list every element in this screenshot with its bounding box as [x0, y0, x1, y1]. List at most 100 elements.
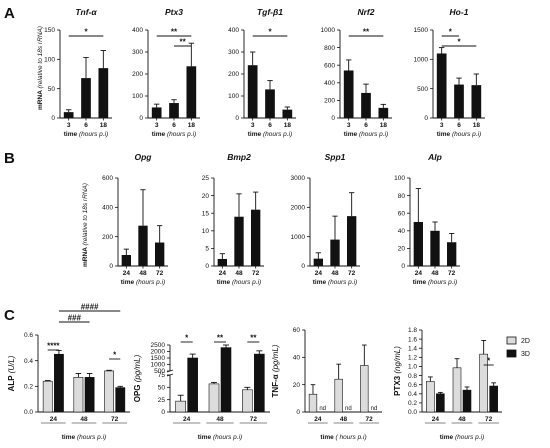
x-axis-label: time (hours p.i) [413, 279, 457, 286]
bar-3d [187, 357, 198, 413]
ylabel-row-b-main: mRNA [82, 247, 89, 267]
bar-3d [436, 393, 445, 413]
x-tick-label: 24 [415, 270, 423, 277]
bar-2d [334, 378, 343, 413]
bar [217, 258, 227, 266]
y-tick-label: 0 [331, 115, 335, 122]
y-tick-label: 0.0 [408, 409, 417, 416]
plot-B-alp: 0 20 40 60 80 100 Alp 24 48 72 time (hours p.i) [394, 152, 460, 286]
y-tick-label: 80 [398, 193, 406, 200]
significance-label: * [84, 28, 88, 37]
x-tick-label: 72 [156, 270, 164, 277]
chart-title: Tnf-α [75, 7, 97, 17]
significance-label: ** [363, 28, 370, 37]
x-axis-label: time (hours p.i) [198, 434, 242, 441]
bar-2d [426, 381, 435, 413]
chart-title: Tgf-β1 [257, 7, 283, 17]
y-tick-label: 1500 [414, 27, 429, 34]
x-axis-label-unit: (hours p.i) [328, 279, 357, 286]
bar [151, 107, 162, 118]
y-tick-label: 5 [205, 246, 209, 253]
plot-A-tgfb1: 0 100 200 300 400 Tgf-β1 3 6 18 * time (hours p.i) [228, 7, 296, 138]
y-tick-label: 0 [424, 115, 428, 122]
y-tick-label: 0.6 [24, 332, 33, 339]
x-tick-label: 24 [123, 270, 131, 277]
bar-2d [452, 367, 462, 413]
y-tick-label: 0 [205, 263, 209, 270]
bar-2d [175, 400, 186, 413]
y-axis-label: PTX3 (ng/mL) [393, 346, 402, 396]
x-tick-label: 18 [380, 122, 388, 129]
y-tick-label: 0 [301, 263, 305, 270]
y-tick-label: 100 [228, 93, 239, 100]
x-axis-label-unit: (hours p.i) [232, 279, 261, 286]
x-tick-label: 72 [366, 416, 374, 423]
bar [63, 112, 74, 118]
x-axis-label-unit: ( hours p.i) [336, 434, 367, 441]
chart-title: Spp1 [325, 152, 346, 162]
y-tick-label: 1.4 [408, 345, 417, 352]
bar-2d [360, 365, 369, 413]
plot-C-ptx3: 0.0 0.2 0.4 0.6 0.8 1.0 1.2 1.4 1.6 1.8 PTX3 (ng/m… [393, 327, 502, 441]
x-tick-label: 48 [216, 416, 224, 423]
y-tick-label: 20 [398, 246, 406, 253]
x-axis-label-main: time [413, 279, 427, 286]
y-tick-label: 60 [293, 327, 301, 334]
y-axis-label-unit: (pg/mL) [271, 344, 280, 372]
plot-A-ho1: 0 500 1000 1500 Ho-1 3 6 18 * * time (hours p.i) [414, 7, 485, 138]
x-tick-label: 3 [347, 122, 351, 129]
not-detected-label: nd [319, 406, 326, 412]
x-axis-label: time (hours p.i) [64, 131, 108, 138]
y-tick-label: 400 [132, 27, 143, 34]
plot-A-nrf2: 0 200 400 600 800 1000 Nrf2 3 6 18 ** time (hours p… [321, 7, 392, 138]
x-axis-label-unit: (hours p.i) [136, 279, 165, 286]
x-axis-label-unit: (hours p.i) [455, 434, 484, 441]
y-tick-label: 0.6 [408, 382, 417, 389]
y-tick-label: 1.0 [408, 364, 417, 371]
y-tick-label: 1000 [414, 57, 429, 64]
x-axis-label-main: time [440, 434, 454, 441]
x-axis-label: time (hours p.i) [121, 279, 165, 286]
x-axis-label-main: time [320, 434, 334, 441]
bar-3d [489, 385, 498, 413]
bar [430, 230, 440, 266]
y-tick-label: 500 [417, 86, 428, 93]
y-tick-label: 0 [161, 409, 165, 416]
y-axis-label-main: PTX3 [393, 375, 402, 396]
y-tick-label: 3000 [291, 175, 306, 182]
x-tick-label: 72 [485, 416, 493, 423]
x-tick-label: 72 [448, 270, 456, 277]
y-tick-label: 1000 [151, 362, 166, 369]
y-tick-label: 0 [139, 115, 143, 122]
y-tick-label: 60 [398, 210, 406, 217]
x-axis-label: time (hours p.i) [344, 131, 388, 138]
y-tick-label: 200 [132, 71, 143, 78]
bar-3d [54, 353, 64, 413]
y-tick-label: 0 [235, 115, 239, 122]
x-tick-label: 24 [314, 416, 322, 423]
y-tick-label: 2000 [291, 205, 306, 212]
x-tick-label: 6 [457, 122, 461, 129]
x-axis-label: time ( hours p.i) [320, 434, 366, 441]
x-tick-label: 48 [80, 416, 88, 423]
y-tick-label: 400 [324, 80, 335, 87]
ylabel-row-a: mRNA (relative to 18s rRNA) [37, 26, 44, 110]
y-tick-label: 1.2 [408, 355, 417, 362]
x-tick-label: 3 [251, 122, 255, 129]
y-tick-label: 1500 [151, 355, 166, 362]
chart-title: Ho-1 [450, 7, 469, 17]
panel-letter-c: C [4, 307, 15, 324]
y-tick-label: 0.8 [408, 373, 417, 380]
bar-2d [308, 393, 318, 413]
plot-C-tnfa: 0 20 40 60 TNF-α (pg/mL) nd 24 nd 48 nd 72 time ( h… [271, 327, 382, 441]
significance-label: #### [81, 303, 99, 312]
x-axis-label: time (hours p.i) [313, 279, 357, 286]
x-axis-label-main: time [62, 434, 76, 441]
y-tick-label: 50 [48, 86, 56, 93]
y-axis-label-unit: (U/L) [7, 355, 16, 373]
x-axis-label: time (hours p.i) [217, 279, 261, 286]
x-axis-label-unit: (hours p.i) [452, 131, 481, 138]
